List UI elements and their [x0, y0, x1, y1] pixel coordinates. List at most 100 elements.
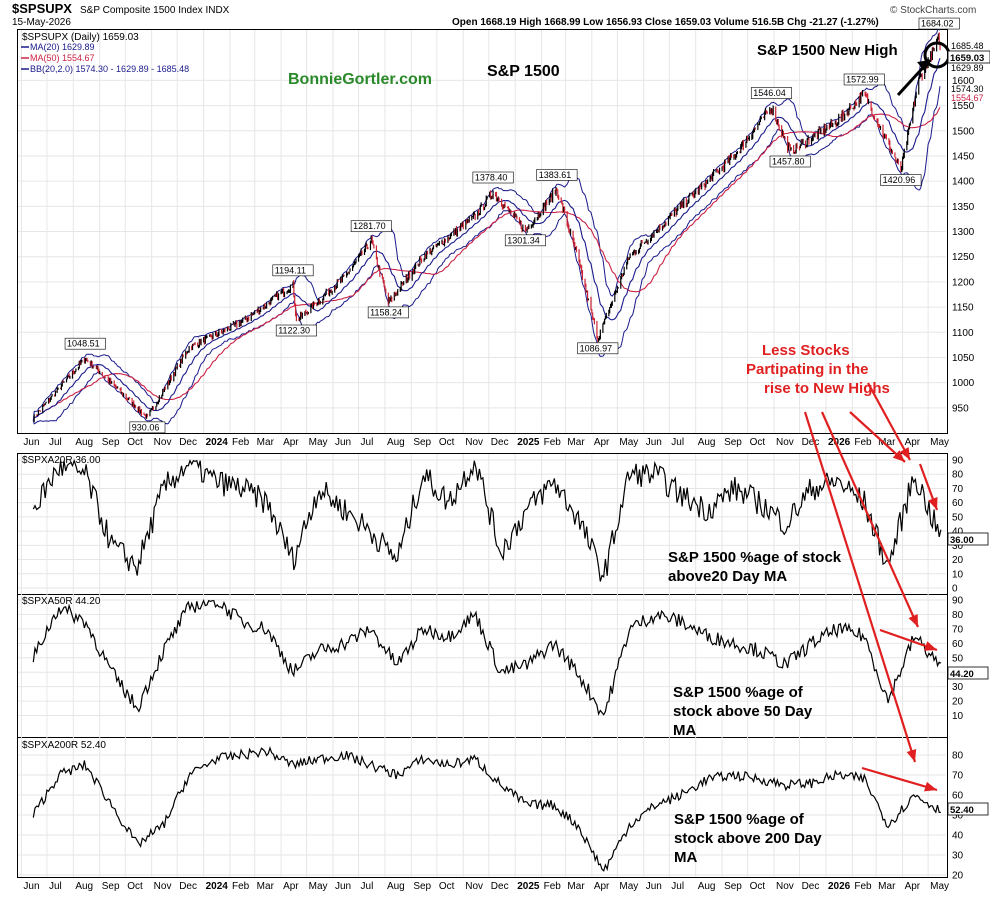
x-tick-label-bottom: Jul [361, 881, 374, 892]
new-high-label: S&P 1500 New High [757, 42, 898, 59]
x-tick-label-bottom: 2026 [828, 881, 851, 892]
red-arrowhead [928, 497, 938, 510]
panel-200-caption-line-2: stock above 200 Day [674, 830, 822, 847]
x-tick-label-top: Sep [413, 437, 431, 448]
price-tag-box [947, 50, 990, 64]
panel-50-y-tick-label: 30 [952, 682, 964, 693]
x-tick-label-top: Dec [179, 437, 197, 448]
x-tick-label-top: Nov [154, 437, 172, 448]
price-annotation-box [64, 337, 106, 350]
price-y-tick-label: 1350 [952, 202, 975, 213]
price-annotation-label: 1301.34 [507, 235, 540, 245]
panel-20-caption-line-2: above20 Day MA [668, 568, 787, 585]
panel-200-y-tick-label: 60 [952, 791, 964, 802]
panel-20-tag-box [947, 532, 989, 546]
x-tick-label-bottom: Aug [75, 881, 93, 892]
panel-200-caption: S&P 1500 %age of stock above 200 Day MA [674, 811, 822, 866]
panel-20-y-tick-label: 90 [952, 456, 964, 467]
price-tag: 1659.03 [950, 53, 984, 64]
x-tick-label-bottom: Aug [387, 881, 405, 892]
price-annotation-label: 1572.99 [846, 74, 879, 84]
panel-frames [17, 29, 948, 878]
x-tick-label-top: Oct [750, 437, 766, 448]
legend-bb: BB(20,2.0) 1574.30 - 1629.89 - 1685.48 [30, 64, 189, 74]
price-annotation-label: 1158.24 [370, 307, 402, 317]
price-annotation-box [880, 174, 922, 186]
panel-50-series-line [32, 599, 942, 716]
price-annotation-label: 1457.80 [772, 157, 805, 167]
header-symbol: $SPSUPX [12, 1, 72, 16]
x-tick-label-bottom: Oct [439, 881, 455, 892]
price-y-tick-label: 1050 [952, 353, 975, 364]
legend-title: $SPSUPX (Daily) 1659.03 [22, 32, 139, 43]
ma20-line [32, 58, 941, 421]
x-tick-label-bottom: Sep [413, 881, 431, 892]
panel-200-y-tick-label: 70 [952, 771, 964, 782]
legend-ma50: MA(50) 1554.67 [30, 53, 95, 63]
red-arrow-shaft [849, 411, 906, 463]
x-tick-label-top: Nov [776, 437, 794, 448]
x-tick-label-top: Apr [905, 437, 921, 448]
red-arrowhead [924, 641, 937, 651]
price-annotation-box [504, 234, 546, 247]
x-tick-label-bottom: Jun [23, 881, 39, 892]
x-tick-label-bottom: Nov [465, 881, 483, 892]
panel-50-y-tick-label: 70 [952, 624, 964, 635]
price-y-tick-label: 950 [952, 403, 969, 414]
legend-ma20: MA(20) 1629.89 [30, 42, 95, 52]
x-tick-label-top: May [619, 437, 638, 448]
brand-label: © StockCharts.com [890, 5, 976, 16]
price-annotation-label: 1086.97 [580, 343, 613, 353]
x-tick-label-top: 2026 [828, 437, 851, 448]
panel-50-y-tick-label: 80 [952, 610, 964, 621]
panel-50-y-tick-label: 60 [952, 639, 964, 650]
x-tick-label-top: Jul [49, 437, 62, 448]
x-tick-label-top: May [930, 437, 949, 448]
breadth-layer [32, 458, 942, 872]
price-annotation-label: 1383.61 [539, 170, 572, 180]
x-tick-label-bottom: Feb [544, 881, 562, 892]
x-tick-label-top: Jul [361, 437, 374, 448]
gridlines [18, 30, 946, 877]
panel-200-y-tick-label: 20 [952, 871, 964, 882]
x-tick-label-bottom: Sep [102, 881, 120, 892]
price-annotation-label: 1420.96 [883, 175, 916, 185]
panel-200-caption-line-3: MA [674, 849, 697, 866]
x-tick-label-top: 2025 [517, 437, 540, 448]
panel-50-y-tick-label: 50 [952, 653, 964, 664]
red-arrow-shaft [803, 411, 917, 763]
price-annotation-box [577, 342, 619, 355]
price-y-tick-label: 1500 [952, 126, 975, 137]
red-arrowhead [906, 749, 917, 762]
price-annotation-label: 1378.40 [475, 173, 508, 183]
price-annotation-label: 930.06 [132, 422, 160, 432]
x-tick-label-top: Jun [646, 437, 662, 448]
panel-200-frame [17, 737, 948, 878]
tag-bb-lower: 1574.30 [951, 84, 984, 94]
price-annotation-box [536, 169, 578, 181]
panel-200-y-tick-label: 80 [952, 751, 964, 762]
x-tick-label-top: May [309, 437, 328, 448]
panel-20-y-tick-label: 80 [952, 470, 964, 481]
red-arrowhead [924, 781, 937, 792]
price-annotation-box [843, 73, 885, 86]
x-tick-label-top: Feb [854, 437, 872, 448]
panel-200-title: $SPXA200R 52.40 [22, 740, 106, 751]
x-tick-label-bottom: May [930, 881, 949, 892]
x-tick-label-top: Nov [465, 437, 483, 448]
x-tick-label-top: Sep [102, 437, 120, 448]
panel-20-y-tick-label: 30 [952, 541, 964, 552]
x-tick-label-top: Sep [724, 437, 742, 448]
panel-200-series-line [32, 746, 941, 872]
red-arrow-shaft [861, 766, 938, 792]
panel-200-y-tick-label: 30 [952, 851, 964, 862]
panel-20-caption-line-1: S&P 1500 %age of stock [668, 549, 842, 566]
x-tick-label-top: Aug [387, 437, 405, 448]
x-tick-label-bottom: Dec [802, 881, 820, 892]
panel-200-tag-box [947, 802, 989, 816]
panel-20-y-tick-label: 70 [952, 484, 964, 495]
panel-20-y-tick-label: 10 [952, 569, 964, 580]
price-annotation-box [275, 324, 317, 337]
price-annotation-box [350, 220, 392, 233]
